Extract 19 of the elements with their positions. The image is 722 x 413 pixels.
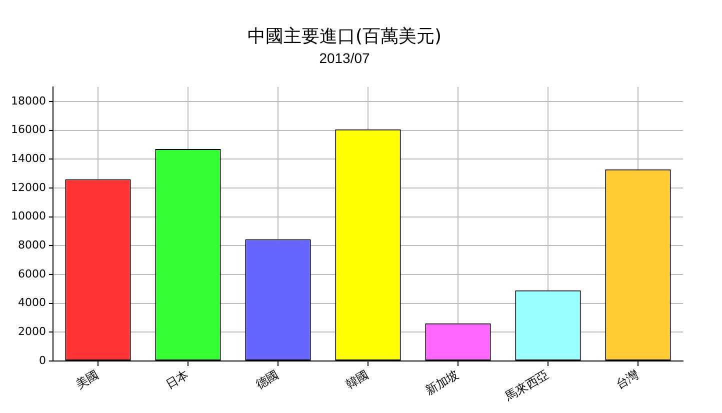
y-tick-label: 8000 <box>18 238 46 252</box>
x-tick-label: 新加坡 <box>422 367 462 398</box>
x-tick-label: 台灣 <box>613 367 642 392</box>
y-tick-label: 16000 <box>11 123 46 136</box>
y-tick-label: 10000 <box>11 210 46 223</box>
y-tick-label: 18000 <box>11 94 46 108</box>
x-tick-label: 德國 <box>253 367 282 392</box>
y-tick-label: 12000 <box>11 180 46 194</box>
x-tick-label: 美國 <box>73 367 102 392</box>
y-tick-label: 2000 <box>18 325 46 338</box>
chart-title: 中國主要進口(百萬美元) <box>246 26 443 48</box>
chart-subtitle: 2013/07 <box>318 49 371 67</box>
x-tick-label: 韓國 <box>343 367 372 392</box>
y-tick-label: 4000 <box>18 296 46 310</box>
x-tick-label: 日本 <box>163 367 192 392</box>
x-tick-label: 馬來西亞 <box>502 367 552 404</box>
y-tick-label: 0 <box>39 354 46 367</box>
y-tick-label: 6000 <box>18 267 46 280</box>
y-tick-label: 14000 <box>11 152 46 165</box>
